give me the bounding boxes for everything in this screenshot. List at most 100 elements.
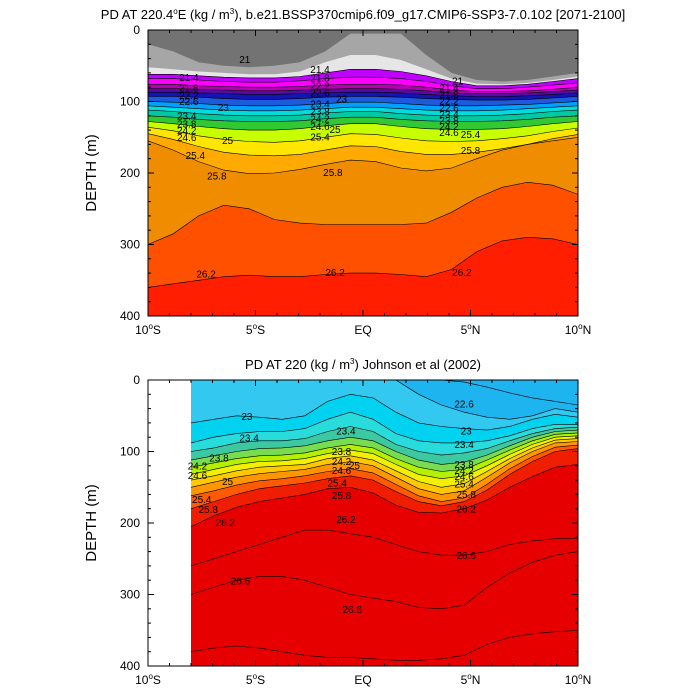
contour-line bbox=[191, 380, 578, 406]
contour-label: 25 bbox=[349, 461, 361, 472]
contour-label: 24.2 bbox=[177, 126, 197, 137]
contour-label: 24.2 bbox=[310, 114, 330, 125]
contour-label: 25.8 bbox=[207, 172, 227, 183]
contour-line bbox=[190, 432, 578, 472]
contour-label: 24.6 bbox=[188, 471, 208, 482]
contour-label: 24.6 bbox=[177, 133, 197, 144]
contour-label: 25.8 bbox=[461, 146, 481, 157]
contour-label: 26.6 bbox=[343, 605, 363, 616]
x-tick-label: 10oS bbox=[135, 322, 161, 337]
x-tick-label: 5oS bbox=[246, 322, 265, 337]
y-tick-label: 200 bbox=[120, 166, 140, 180]
contour-label: 26.6 bbox=[231, 577, 251, 588]
contour-label: 25.4 bbox=[186, 151, 206, 162]
y-axis-label: DEPTH (m) bbox=[83, 484, 100, 562]
y-tick-label: 0 bbox=[133, 23, 140, 37]
y-axis-label: DEPTH (m) bbox=[83, 134, 100, 212]
contour-label: 24.2 bbox=[439, 122, 459, 133]
contour-label: 22.6 bbox=[439, 104, 459, 115]
contour-line bbox=[190, 438, 578, 488]
contour-line bbox=[148, 76, 578, 89]
contour-label: 25.4 bbox=[454, 479, 474, 490]
contour-line bbox=[148, 105, 578, 112]
contour-label: 26.2 bbox=[336, 515, 356, 526]
contour-label: 25 bbox=[222, 477, 234, 488]
contour-line bbox=[190, 529, 578, 567]
contour-label: 26.6 bbox=[456, 551, 476, 562]
contour-label: 25.8 bbox=[332, 491, 352, 502]
contour-label: 21.4 bbox=[439, 84, 459, 95]
x-tick-label: EQ bbox=[354, 673, 371, 687]
contour-line bbox=[148, 91, 578, 97]
contour-label: 26.2 bbox=[196, 270, 216, 281]
contour-label: 25.4 bbox=[327, 479, 347, 490]
contour-line bbox=[148, 88, 578, 94]
contour-line bbox=[148, 96, 578, 101]
x-tick-label: 5oN bbox=[461, 672, 481, 687]
contour-line bbox=[148, 109, 578, 117]
contour-line bbox=[148, 101, 578, 107]
contour-line bbox=[190, 426, 578, 456]
contour-label: 25.4 bbox=[192, 495, 212, 506]
contour-label: 26.2 bbox=[452, 268, 472, 279]
contour-line bbox=[190, 393, 578, 431]
contour-label: 25 bbox=[222, 136, 234, 147]
x-tick-label: 10oS bbox=[135, 672, 161, 687]
contour-label: 24.2 bbox=[454, 466, 474, 477]
contour-band-base bbox=[191, 380, 578, 405]
contour-label: 24.6 bbox=[332, 466, 352, 477]
x-tick-label: 5oN bbox=[461, 322, 481, 337]
y-tick-label: 200 bbox=[120, 516, 140, 530]
surface-layer bbox=[148, 30, 578, 82]
chart-title: PD AT 220 (kg / m3) Johnson et al (2002) bbox=[245, 357, 481, 372]
x-tick-label: 10oN bbox=[565, 322, 591, 337]
contour-label: 21 bbox=[239, 55, 251, 66]
contour-label: 21 bbox=[452, 76, 464, 87]
contour-line bbox=[190, 444, 578, 502]
contour-label: 21.8 bbox=[439, 90, 459, 101]
contour-line bbox=[148, 133, 578, 157]
contour-line bbox=[191, 380, 578, 420]
y-tick-label: 0 bbox=[133, 373, 140, 387]
contour-label: 22.6 bbox=[179, 97, 199, 108]
contour-label: 21.8 bbox=[179, 84, 199, 95]
contour-label: 23.8 bbox=[454, 460, 474, 471]
contour-label: 23.4 bbox=[336, 426, 356, 437]
contour-line bbox=[190, 441, 578, 495]
contour-label: 22.6 bbox=[310, 89, 330, 100]
contour-label: 24.6 bbox=[439, 128, 459, 139]
contour-line bbox=[190, 429, 578, 465]
contour-label: 23.4 bbox=[177, 112, 197, 123]
contour-line bbox=[190, 551, 578, 610]
contour-label: 23.8 bbox=[332, 447, 352, 458]
contour-line bbox=[148, 69, 578, 87]
contour-label: 21.4 bbox=[310, 65, 330, 76]
y-tick-label: 100 bbox=[120, 445, 140, 459]
contour-label: 24.2 bbox=[188, 462, 208, 473]
contour-label: 26.2 bbox=[216, 518, 236, 529]
contour-label: 23.4 bbox=[310, 99, 330, 110]
contour-line bbox=[148, 126, 578, 143]
contour-label: 22.2 bbox=[179, 91, 199, 102]
x-tick-label: EQ bbox=[354, 323, 371, 337]
contour-line bbox=[190, 448, 578, 509]
contour-label: 25.8 bbox=[323, 168, 343, 179]
contour-line bbox=[148, 121, 578, 131]
contour-label: 23.4 bbox=[239, 434, 259, 445]
contour-line bbox=[148, 115, 578, 122]
x-tick-label: 10oN bbox=[565, 672, 591, 687]
contour-label: 26.2 bbox=[325, 268, 345, 279]
contour-label: 23.8 bbox=[439, 116, 459, 127]
contour-label: 25.8 bbox=[198, 505, 218, 516]
contour-line bbox=[148, 137, 578, 175]
y-tick-label: 400 bbox=[120, 659, 140, 673]
contour-line bbox=[190, 411, 578, 444]
contour-label: 24.2 bbox=[332, 457, 352, 468]
contour-label: 25.8 bbox=[456, 490, 476, 501]
contour-label: 23 bbox=[241, 412, 253, 423]
contour-label: 21.4 bbox=[179, 73, 199, 84]
contour-label: 21.8 bbox=[310, 74, 330, 85]
contour-line bbox=[148, 236, 578, 288]
